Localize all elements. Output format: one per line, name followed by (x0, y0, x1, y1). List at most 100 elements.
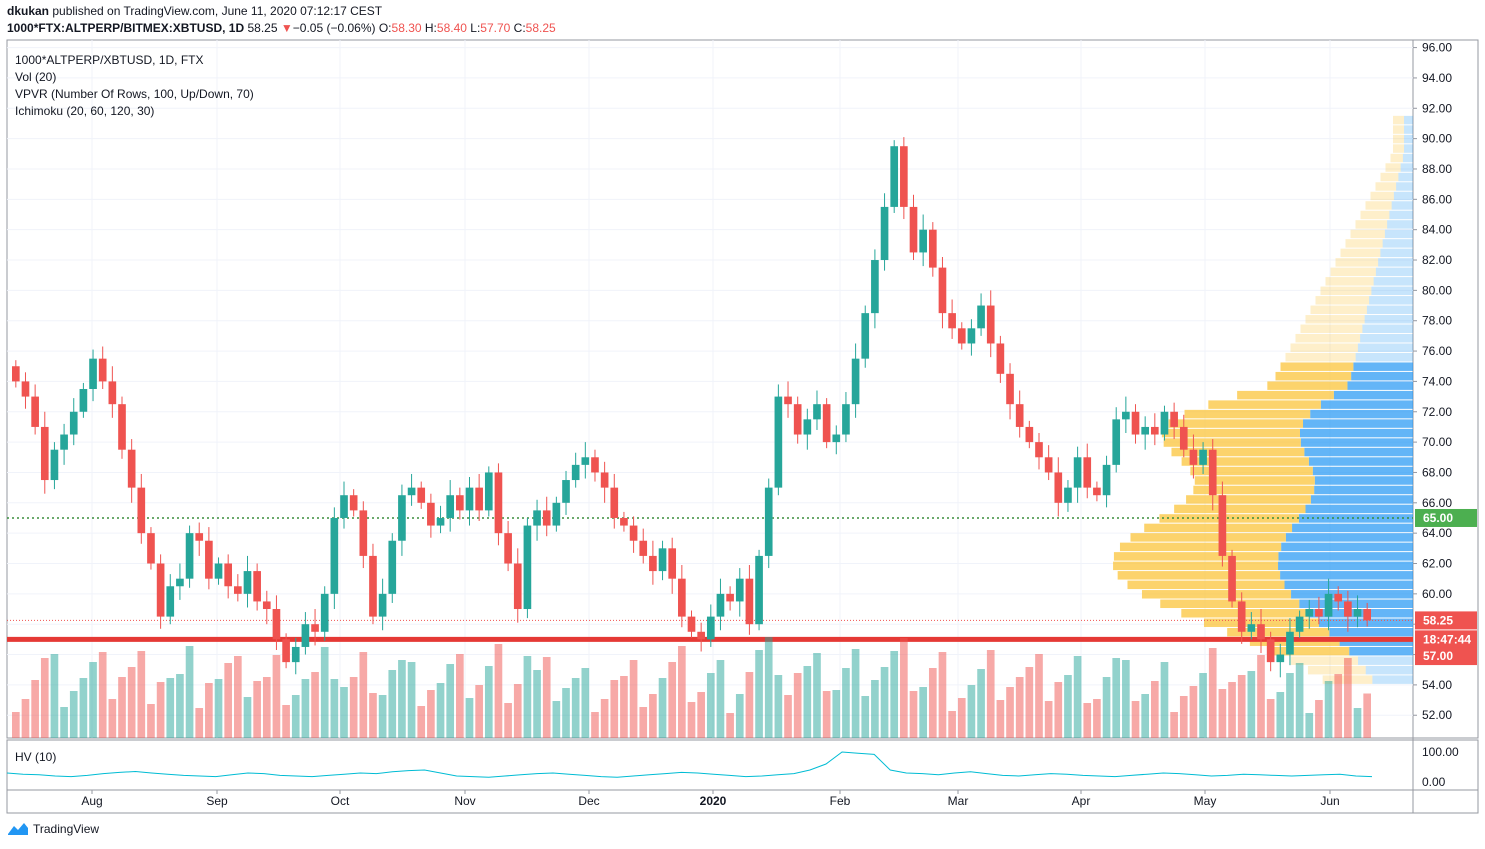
author[interactable]: dkukan (7, 4, 50, 18)
vpvr-down-bar (1320, 286, 1372, 296)
vpvr-up-bar (1396, 182, 1413, 191)
legend-vol[interactable]: Vol (20) (15, 70, 57, 84)
candle (678, 565, 686, 628)
volume-bar (861, 696, 870, 738)
candle (369, 543, 377, 625)
vpvr-up-bar (1362, 324, 1413, 333)
candle-body (1257, 624, 1265, 640)
legend-vpvr[interactable]: VPVR (Number Of Rows, 100, Up/Down, 70) (15, 87, 254, 101)
candle (842, 392, 850, 443)
candle-body (658, 548, 667, 572)
vpvr-up-bar (1314, 485, 1413, 495)
candle (446, 480, 455, 532)
candle-body (1054, 472, 1063, 503)
vpvr-row (1280, 362, 1413, 371)
vpvr-up-bar (1304, 447, 1413, 457)
candle (436, 505, 445, 534)
candle (185, 525, 194, 588)
vpvr-up-bar (1291, 590, 1413, 599)
volume-bar (919, 687, 927, 738)
volume-bar (629, 660, 638, 738)
vpvr-up-bar (1373, 277, 1413, 286)
candle (484, 466, 493, 517)
candle-body (234, 586, 242, 594)
vpvr-row (1330, 267, 1413, 277)
vpvr-row (1227, 627, 1413, 637)
vpvr-row (1208, 400, 1413, 409)
volume-bar (291, 695, 300, 738)
candle-body (118, 404, 126, 450)
vpvr-row (1237, 390, 1413, 400)
vpvr-down-bar (1307, 665, 1366, 675)
vpvr-down-bar (1310, 305, 1367, 315)
vpvr-down-bar (1393, 134, 1404, 144)
volume-bar (687, 702, 696, 738)
candle (1363, 602, 1371, 627)
vpvr-down-bar (1360, 210, 1390, 220)
candle-body (1286, 631, 1294, 655)
legend-ichimoku[interactable]: Ichimoku (20, 60, 120, 30) (15, 104, 155, 118)
vpvr-up-bar (1292, 523, 1413, 533)
candle-body (842, 404, 850, 435)
candle-body (378, 593, 387, 617)
vpvr-row (1203, 618, 1413, 627)
volume-bar (697, 692, 705, 738)
legend-title[interactable]: 1000*ALTPERP/XBTUSD, 1D, FTX (15, 53, 204, 67)
volume-bar (320, 647, 329, 738)
legend-hv[interactable]: HV (10) (15, 750, 57, 764)
candle (552, 496, 561, 532)
candle (571, 452, 580, 488)
candle (986, 290, 995, 358)
vpvr-row (1360, 210, 1413, 220)
vpvr-row (1325, 277, 1413, 286)
x-tick-label: Aug (81, 794, 102, 808)
candle-body (301, 624, 310, 647)
volume-bar (948, 711, 956, 738)
candle (1170, 402, 1178, 440)
volume-bar (388, 670, 397, 738)
candle-body (195, 533, 204, 541)
candle (957, 322, 966, 350)
tradingview-logo-icon (8, 823, 28, 835)
candle (851, 343, 860, 418)
vpvr-down-bar (1300, 324, 1363, 333)
candle-body (552, 502, 561, 526)
volume-bar (803, 666, 812, 738)
volume-bar (147, 704, 155, 738)
candle (909, 194, 918, 261)
candle (967, 319, 976, 356)
volume-bar (205, 683, 213, 738)
close-value: 58.25 (525, 21, 556, 35)
candle-body (581, 457, 590, 465)
vpvr-row (1393, 125, 1413, 134)
volume-bar (1064, 675, 1072, 738)
vpvr-down-bar (1194, 476, 1315, 485)
candle (1218, 481, 1227, 567)
candle-body (127, 449, 136, 488)
candle-body (21, 381, 30, 397)
candle (726, 586, 734, 611)
volume-bar (620, 676, 628, 738)
candle (214, 557, 223, 585)
candle (1064, 480, 1072, 512)
vpvr-row (1184, 409, 1413, 419)
vpvr-row (1305, 315, 1413, 324)
candle (938, 256, 947, 329)
candle-body (1160, 411, 1169, 435)
volume-bar (822, 691, 831, 738)
volume-bar (465, 698, 474, 738)
candle-body (147, 533, 155, 564)
x-tick-label: Oct (331, 794, 350, 808)
volume-bar (1179, 696, 1188, 738)
candle-body (1015, 404, 1024, 427)
vpvr-down-bar (1375, 182, 1397, 191)
vpvr-up-bar (1382, 239, 1413, 248)
candle (832, 425, 841, 455)
vpvr-row (1168, 419, 1413, 428)
last-price: 58.25 (247, 21, 278, 35)
candle-body (1334, 593, 1343, 602)
candle (1083, 443, 1092, 499)
tradingview-footer[interactable]: TradingView (7, 822, 99, 836)
candle-body (388, 540, 397, 594)
